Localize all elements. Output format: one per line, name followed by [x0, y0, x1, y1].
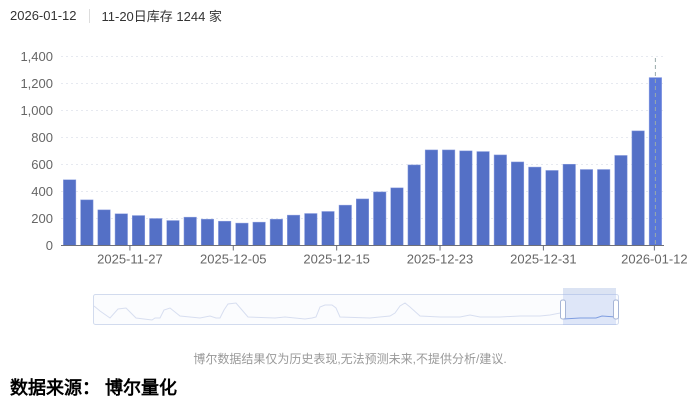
bar — [149, 218, 163, 246]
bar — [132, 215, 146, 246]
slider-left-handle[interactable] — [560, 299, 566, 320]
bar — [80, 199, 94, 246]
bar — [545, 170, 559, 246]
bar — [631, 130, 645, 246]
bar — [476, 151, 490, 246]
x-tick-label: 2025-12-31 — [510, 252, 577, 267]
y-tick-label: 1,000 — [20, 103, 53, 118]
y-tick-label: 600 — [31, 157, 53, 172]
bar — [459, 150, 473, 246]
bar — [235, 222, 249, 246]
bar — [614, 155, 628, 246]
x-tick-label: 2025-11-27 — [97, 252, 163, 267]
header: 2026-01-12 11-20日库存 1244 家 — [10, 6, 222, 25]
y-tick-label: 400 — [31, 184, 53, 199]
bar — [390, 187, 404, 246]
slider-selected-window[interactable] — [563, 294, 616, 325]
bar — [579, 169, 593, 246]
bar — [321, 211, 335, 246]
y-tick-label: 1,400 — [20, 49, 53, 64]
bar — [424, 149, 438, 246]
bar — [97, 209, 111, 246]
source-label: 数据来源： 博尔量化 — [10, 378, 178, 398]
bar — [287, 214, 301, 246]
slider-right-handle[interactable] — [613, 299, 619, 320]
bar — [493, 154, 507, 246]
bar — [200, 218, 214, 246]
bar — [338, 204, 352, 246]
bar — [63, 179, 77, 246]
slider-move-handle[interactable] — [563, 288, 616, 294]
x-tick-label: 2025-12-05 — [200, 252, 267, 267]
bar — [356, 198, 369, 246]
bar — [511, 161, 525, 246]
x-tick-label: 2025-12-23 — [407, 252, 474, 267]
disclaimer: 博尔数据结果仅为历史表现,无法预测未来,不提供分析/建议. — [193, 352, 507, 366]
y-tick-label: 0 — [46, 238, 53, 253]
bar — [166, 220, 180, 246]
bar — [269, 218, 283, 246]
divider — [88, 8, 90, 23]
bar — [114, 213, 128, 246]
bar-chart[interactable]: 0 200 400 600 800 1,000 1,200 1,400 2025-11-27 20… — [0, 0, 700, 340]
bar — [218, 220, 232, 246]
y-tick-label: 800 — [31, 130, 53, 145]
y-tick-label: 1,200 — [20, 76, 53, 91]
bar — [373, 191, 387, 246]
y-tick-label: 200 — [31, 211, 53, 226]
bar — [407, 164, 421, 246]
bar — [597, 169, 611, 246]
bar — [304, 213, 318, 246]
slider-sparkline — [93, 302, 564, 321]
header-date: 2026-01-12 — [10, 8, 77, 23]
bar — [528, 166, 542, 246]
bar — [252, 221, 266, 246]
slider-selected-sparkline — [562, 315, 617, 320]
bar — [562, 163, 576, 246]
bar — [442, 149, 456, 246]
bar — [183, 216, 197, 246]
header-summary: 11-20日库存 1244 家 — [101, 9, 222, 24]
x-tick-label: 2026-01-12 — [621, 252, 688, 267]
x-tick-label: 2025-12-15 — [303, 252, 370, 267]
